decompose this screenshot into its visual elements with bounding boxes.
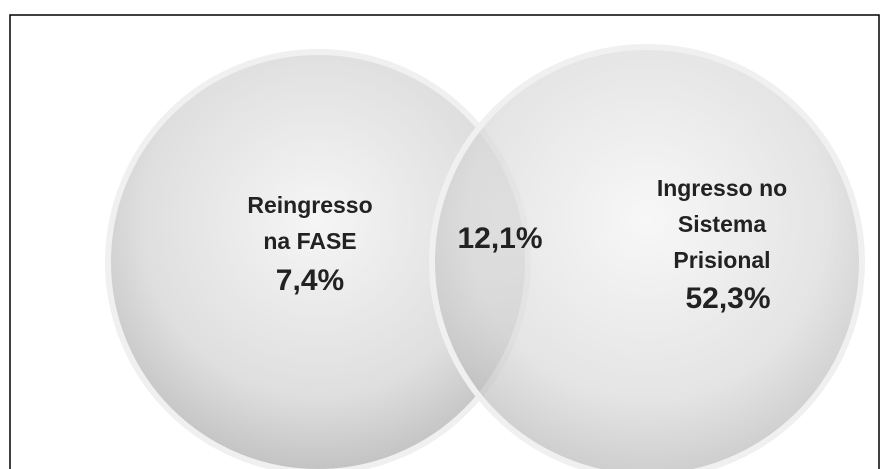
right-label: Prisional xyxy=(673,247,770,273)
right-value: 52,3% xyxy=(685,282,770,315)
intersection-value: 12,1% xyxy=(457,222,542,255)
right-label: Ingresso no xyxy=(657,175,787,201)
right-circle xyxy=(429,44,865,469)
left-label: Reingresso xyxy=(247,192,372,218)
right-label: Sistema xyxy=(678,211,766,237)
left-value: 7,4% xyxy=(276,264,344,297)
left-label: na FASE xyxy=(263,228,356,254)
